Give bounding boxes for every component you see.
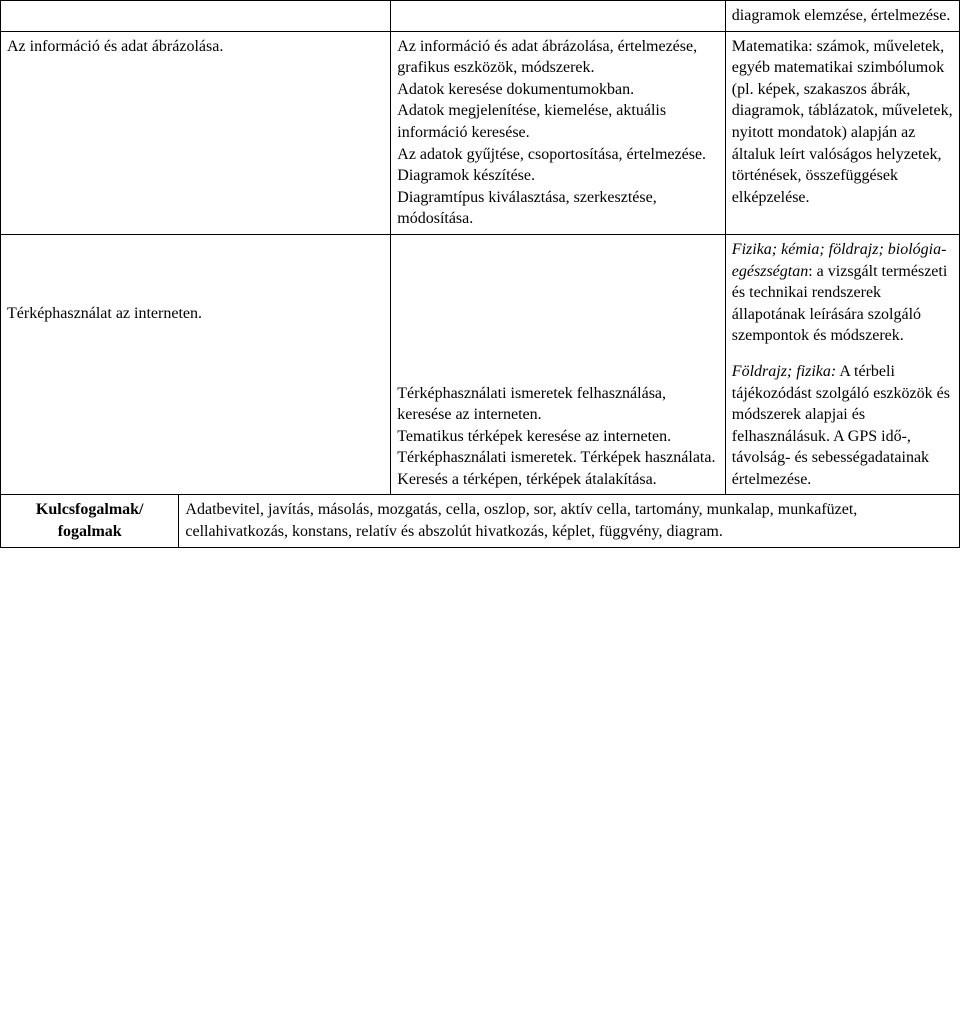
- cell-connections: Matematika: számok, műveletek, egyéb mat…: [725, 31, 959, 234]
- cell-topic: Az információ és adat ábrázolása.: [1, 31, 391, 234]
- table-row: Az információ és adat ábrázolása. Az inf…: [1, 31, 960, 234]
- cell-connections: diagramok elemzése, értelmezése.: [725, 1, 959, 32]
- subject-ref-italic: Földrajz; fizika:: [732, 363, 836, 380]
- table-footer-row: Kulcsfogalmak/ fogalmak Adatbevitel, jav…: [1, 495, 960, 547]
- cell-connections: Fizika; kémia; földrajz; biológia-egészs…: [725, 234, 959, 495]
- cell-activities: Térképhasználati ismeretek felhasználása…: [391, 234, 726, 495]
- cell-activities: Az információ és adat ábrázolása, értelm…: [391, 31, 726, 234]
- cell-topic: Térképhasználat az interneten.: [1, 234, 391, 495]
- curriculum-table: diagramok elemzése, értelmezése. Az info…: [0, 0, 960, 548]
- cell-topic: [1, 1, 391, 32]
- table-row: diagramok elemzése, értelmezése.: [1, 1, 960, 32]
- key-concepts-label: Kulcsfogalmak/ fogalmak: [1, 495, 179, 547]
- cell-activities: [391, 1, 726, 32]
- table-row: Térképhasználat az interneten. Térképhas…: [1, 234, 960, 495]
- key-concepts-text: Adatbevitel, javítás, másolás, mozgatás,…: [179, 495, 960, 547]
- subject-ref-text: A térbeli tájékozódást szolgáló eszközök…: [732, 363, 950, 488]
